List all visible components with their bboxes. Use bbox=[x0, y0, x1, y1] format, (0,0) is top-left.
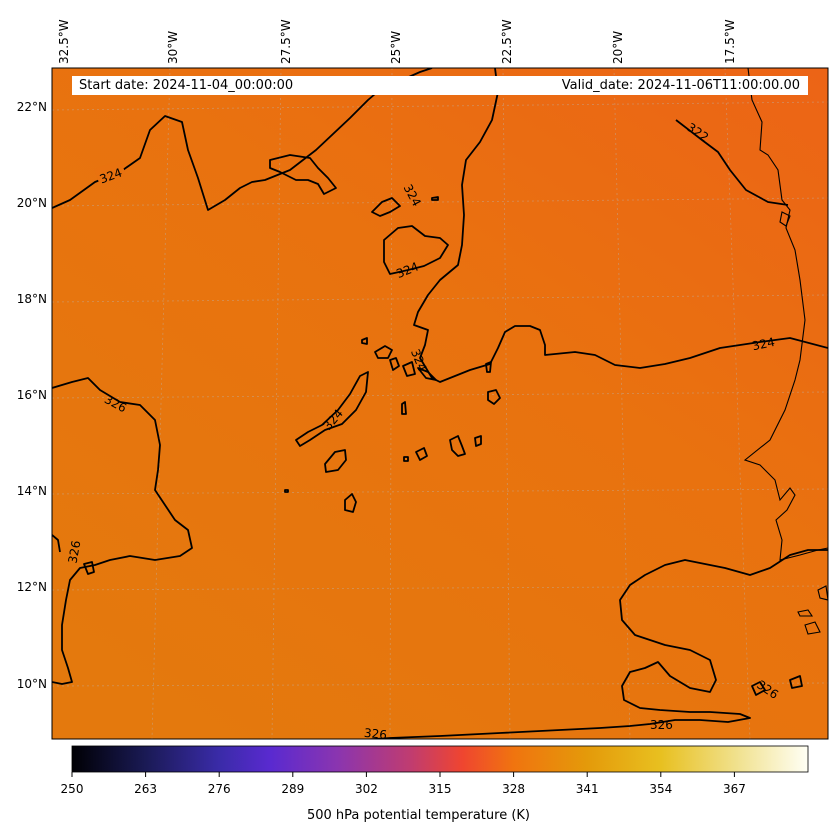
lon-label: 32.5°W bbox=[57, 19, 71, 64]
latitude-labels: 22°N 20°N 18°N 16°N 14°N 12°N 10°N bbox=[17, 100, 47, 691]
lon-label: 22.5°W bbox=[500, 19, 514, 64]
colorbar-tick-label: 250 bbox=[61, 782, 84, 796]
colorbar-tick-label: 367 bbox=[723, 782, 746, 796]
map-frame bbox=[51, 67, 829, 740]
lat-label: 10°N bbox=[17, 677, 47, 691]
contours bbox=[52, 68, 828, 739]
colorbar-tick-label: 315 bbox=[429, 782, 452, 796]
graticule bbox=[52, 68, 828, 739]
colorbar-tick-label: 302 bbox=[355, 782, 378, 796]
lon-label: 25°W bbox=[389, 31, 403, 64]
lat-label: 20°N bbox=[17, 196, 47, 210]
valid-date-label: Valid_date: 2024-11-06T11:00:00.00 bbox=[561, 78, 800, 93]
colorbar-tick-label: 276 bbox=[208, 782, 231, 796]
contour-label: 326 bbox=[363, 726, 387, 742]
coastline bbox=[743, 68, 828, 635]
colorbar bbox=[71, 745, 809, 773]
temperature-field bbox=[52, 68, 828, 739]
colorbar-tick-label: 328 bbox=[502, 782, 525, 796]
longitude-labels: 32.5°W 30°W 27.5°W 25°W 22.5°W 20°W 17.5… bbox=[57, 19, 737, 64]
lon-label: 20°W bbox=[611, 31, 625, 64]
lat-label: 12°N bbox=[17, 580, 47, 594]
contour-label: 326 bbox=[66, 539, 84, 564]
colorbar-tick-label: 354 bbox=[649, 782, 672, 796]
lat-label: 16°N bbox=[17, 388, 47, 402]
lat-label: 18°N bbox=[17, 292, 47, 306]
lon-label: 17.5°W bbox=[723, 19, 737, 64]
contour-label: 324 bbox=[751, 335, 776, 353]
colorbar-tick-label: 263 bbox=[134, 782, 157, 796]
start-date-label: Start date: 2024-11-04_00:00:00 bbox=[79, 78, 294, 93]
lat-label: 14°N bbox=[17, 484, 47, 498]
contour-label: 326 bbox=[650, 718, 673, 732]
colorbar-ticks: 250 263 276 289 302 315 328 341 354 367 bbox=[61, 772, 746, 796]
colorbar-title: 500 hPa potential temperature (K) bbox=[306, 808, 530, 823]
colorbar-tick-label: 341 bbox=[576, 782, 599, 796]
info-banner: Start date: 2024-11-04_00:00:00 Valid_da… bbox=[72, 76, 808, 95]
lon-label: 30°W bbox=[166, 31, 180, 64]
lat-label: 22°N bbox=[17, 100, 47, 114]
colorbar-tick-label: 289 bbox=[281, 782, 304, 796]
lon-label: 27.5°W bbox=[279, 19, 293, 64]
